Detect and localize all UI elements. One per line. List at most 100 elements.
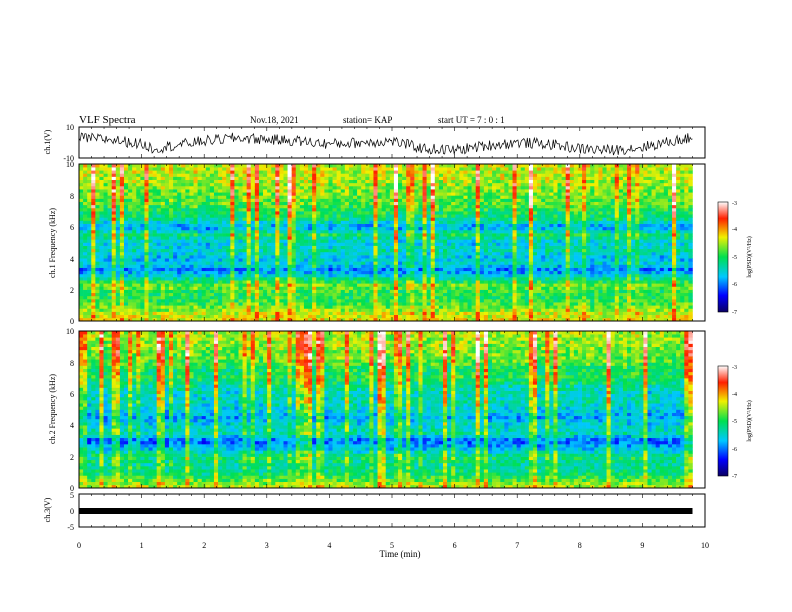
spectrogram-cell <box>316 198 321 202</box>
spectrogram-cell <box>218 164 223 168</box>
spectrogram-cell <box>283 198 288 202</box>
spectrogram-cell <box>295 192 301 196</box>
spectrogram-cell <box>99 255 104 259</box>
spectrogram-cell <box>238 264 243 268</box>
spectrogram-cell <box>99 226 104 231</box>
spectrogram-cell <box>291 261 297 265</box>
spectrogram-cell <box>123 207 129 212</box>
spectrogram-cell <box>111 167 117 171</box>
spectrogram-cell <box>385 270 391 275</box>
spectrogram-cell <box>79 223 84 228</box>
spectrogram-cell <box>254 226 260 231</box>
spectrogram-cell <box>471 248 477 253</box>
spectrogram-cell <box>406 289 411 294</box>
spectrogram-cell <box>193 214 198 218</box>
spectrogram-cell <box>213 167 219 171</box>
spectrogram-cell <box>83 280 88 284</box>
spectrogram-cell <box>79 220 84 224</box>
spectrogram-cell <box>303 277 309 281</box>
spectrogram-cell <box>148 226 153 231</box>
spectrogram-cell <box>213 270 219 275</box>
spectrogram-cell <box>271 182 276 187</box>
spectrogram-cell <box>312 192 317 196</box>
spectrogram-cell <box>99 214 104 218</box>
spectrogram-cell <box>103 302 108 306</box>
spectrogram-cell <box>140 164 145 168</box>
spectrogram-cell <box>279 170 284 174</box>
spectrogram-cell <box>107 245 113 250</box>
spectrogram-cell <box>152 242 158 246</box>
spectrogram-cell <box>156 192 162 196</box>
spectrogram-cell <box>267 277 272 281</box>
spectrogram-cell <box>254 302 260 306</box>
spectrogram-cell <box>144 204 149 209</box>
spectrogram-cell <box>181 164 186 168</box>
spectrogram-cell <box>263 217 268 221</box>
spectrogram-cell <box>414 233 419 237</box>
spectrogram-cell <box>287 204 292 209</box>
spectrogram-cell <box>173 245 178 250</box>
spectrogram-cell <box>140 314 145 319</box>
spectrogram-cell <box>402 255 407 259</box>
spectrogram-cell <box>226 167 231 171</box>
spectrogram-cell <box>91 195 96 199</box>
spectrogram-cell <box>279 201 284 206</box>
spectrogram-cell <box>254 305 260 309</box>
spectrogram-cell <box>99 305 104 309</box>
spectrogram-cell <box>361 251 366 256</box>
spectrogram-cell <box>258 217 264 221</box>
spectrogram-cell <box>467 286 472 290</box>
spectrogram-cell <box>312 295 317 300</box>
spectrogram-cell <box>242 214 247 218</box>
spectrogram-cell <box>434 295 440 300</box>
spectrogram-cell <box>283 236 288 240</box>
spectrogram-cell <box>422 214 427 218</box>
spectrogram-cell <box>332 233 337 237</box>
spectrogram-cell <box>132 308 137 312</box>
spectrogram-cell <box>275 286 280 290</box>
spectrogram-cell <box>279 248 284 253</box>
spectrogram-cell <box>475 292 481 297</box>
spectrogram-cell <box>279 220 284 224</box>
spectrogram-cell <box>393 185 399 190</box>
spectrogram-cell <box>168 182 174 187</box>
spectrogram-cell <box>414 264 419 268</box>
spectrogram-cell <box>373 283 378 287</box>
spectrogram-cell <box>328 214 333 218</box>
spectrogram-cell <box>250 176 256 180</box>
spectrogram-cell <box>275 189 280 193</box>
spectrogram-cell <box>447 198 452 202</box>
spectrogram-cell <box>336 264 342 268</box>
spectrogram-cell <box>160 314 166 319</box>
spectrogram-cell <box>336 239 342 243</box>
spectrogram-cell <box>107 314 113 319</box>
spectrogram-cell <box>123 305 129 309</box>
spectrogram-cell <box>426 220 432 224</box>
spectrogram-cell <box>312 220 317 224</box>
spectrogram-cell <box>398 189 403 193</box>
spectrogram-cell <box>218 314 223 319</box>
spectrogram-cell <box>254 233 260 237</box>
spectrogram-cell <box>426 317 432 322</box>
spectrogram-cell <box>144 295 149 300</box>
spectrogram-cell <box>344 189 350 193</box>
spectrogram-cell <box>140 229 145 234</box>
spectrogram-cell <box>353 302 358 306</box>
spectrogram-cell <box>218 195 223 199</box>
spectrogram-cell <box>128 270 133 275</box>
spectrogram-cell <box>406 192 411 196</box>
spectrogram-cell <box>107 295 113 300</box>
spectrogram-cell <box>234 198 239 202</box>
spectrogram-cell <box>291 207 297 212</box>
spectrogram-cell <box>295 195 301 199</box>
spectrogram-cell <box>242 289 247 294</box>
spectrogram-cell <box>95 207 100 212</box>
spectrogram-cell <box>377 311 382 316</box>
spectrogram-cell <box>291 214 297 218</box>
spectrogram-cell <box>312 270 317 275</box>
spectrogram-cell <box>132 264 137 268</box>
spectrogram-cell <box>414 245 419 250</box>
spectrogram-cell <box>365 164 370 168</box>
spectrogram-cell <box>168 192 174 196</box>
spectrogram-cell <box>414 261 419 265</box>
